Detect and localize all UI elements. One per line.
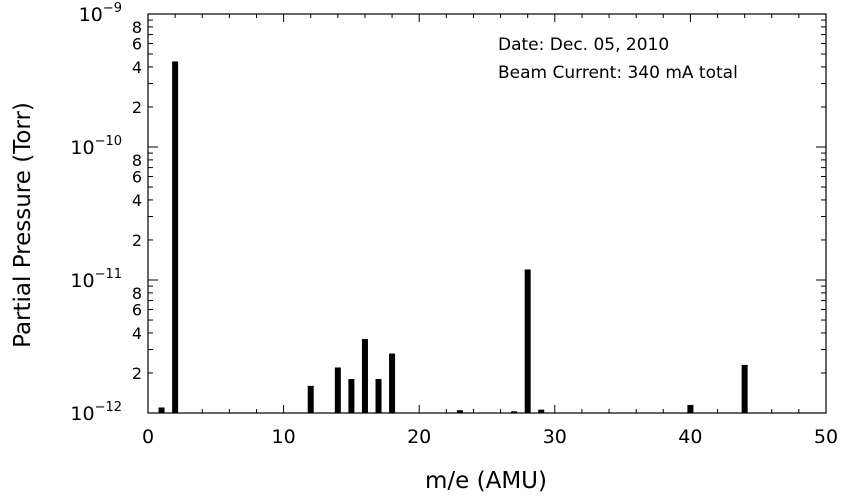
- x-tick-label: 20: [407, 426, 431, 448]
- y-minor-label: 2: [132, 98, 142, 117]
- bars: [158, 61, 748, 413]
- bar-mass-16: [361, 339, 368, 413]
- plot-frame: [147, 13, 827, 414]
- x-tick-label: 30: [543, 426, 567, 448]
- y-decade-label: 10−9: [79, 1, 122, 26]
- y-decade-label: 10−12: [70, 400, 122, 425]
- y-minor-label: 4: [132, 191, 142, 210]
- bar-mass-1: [158, 407, 165, 413]
- y-decade-label: 10−11: [70, 267, 122, 292]
- annotation-date: Date: Dec. 05, 2010: [498, 35, 669, 55]
- y-minor-label: 6: [132, 168, 142, 187]
- y-minor-label: 2: [132, 231, 142, 250]
- bar-mass-44: [741, 364, 748, 413]
- y-minor-label: 2: [132, 364, 142, 383]
- y-minor-label: 6: [132, 35, 142, 54]
- y-decade-label: 10−10: [70, 134, 122, 159]
- bar-mass-28: [524, 269, 531, 413]
- bar-mass-27: [511, 411, 518, 413]
- bar-mass-29: [538, 409, 545, 413]
- x-axis: 0 10 20 30 40 50: [142, 14, 838, 448]
- y-minor-label: 8: [132, 151, 142, 170]
- bar-mass-23: [456, 410, 463, 413]
- y-axis-title: Partial Pressure (Torr): [10, 102, 36, 348]
- x-axis-title: m/e (AMU): [425, 468, 547, 494]
- bar-mass-18: [389, 353, 396, 413]
- y-minor-label: 4: [132, 58, 142, 77]
- x-tick-label: 50: [814, 426, 838, 448]
- bar-mass-14: [334, 367, 341, 413]
- bar-mass-2: [172, 61, 179, 413]
- y-minor-label: 8: [132, 18, 142, 37]
- plot-border: [147, 13, 827, 414]
- y-minor-label: 6: [132, 301, 142, 320]
- bar-mass-15: [348, 379, 355, 413]
- bar-mass-17: [375, 379, 382, 413]
- x-tick-label: 0: [142, 426, 154, 448]
- y-minor-label: 4: [132, 324, 142, 343]
- y-minor-label: 8: [132, 284, 142, 303]
- x-tick-label: 10: [272, 426, 296, 448]
- x-tick-label: 40: [678, 426, 702, 448]
- bar-mass-12: [307, 385, 314, 413]
- annotation-beam-current: Beam Current: 340 mA total: [498, 63, 738, 83]
